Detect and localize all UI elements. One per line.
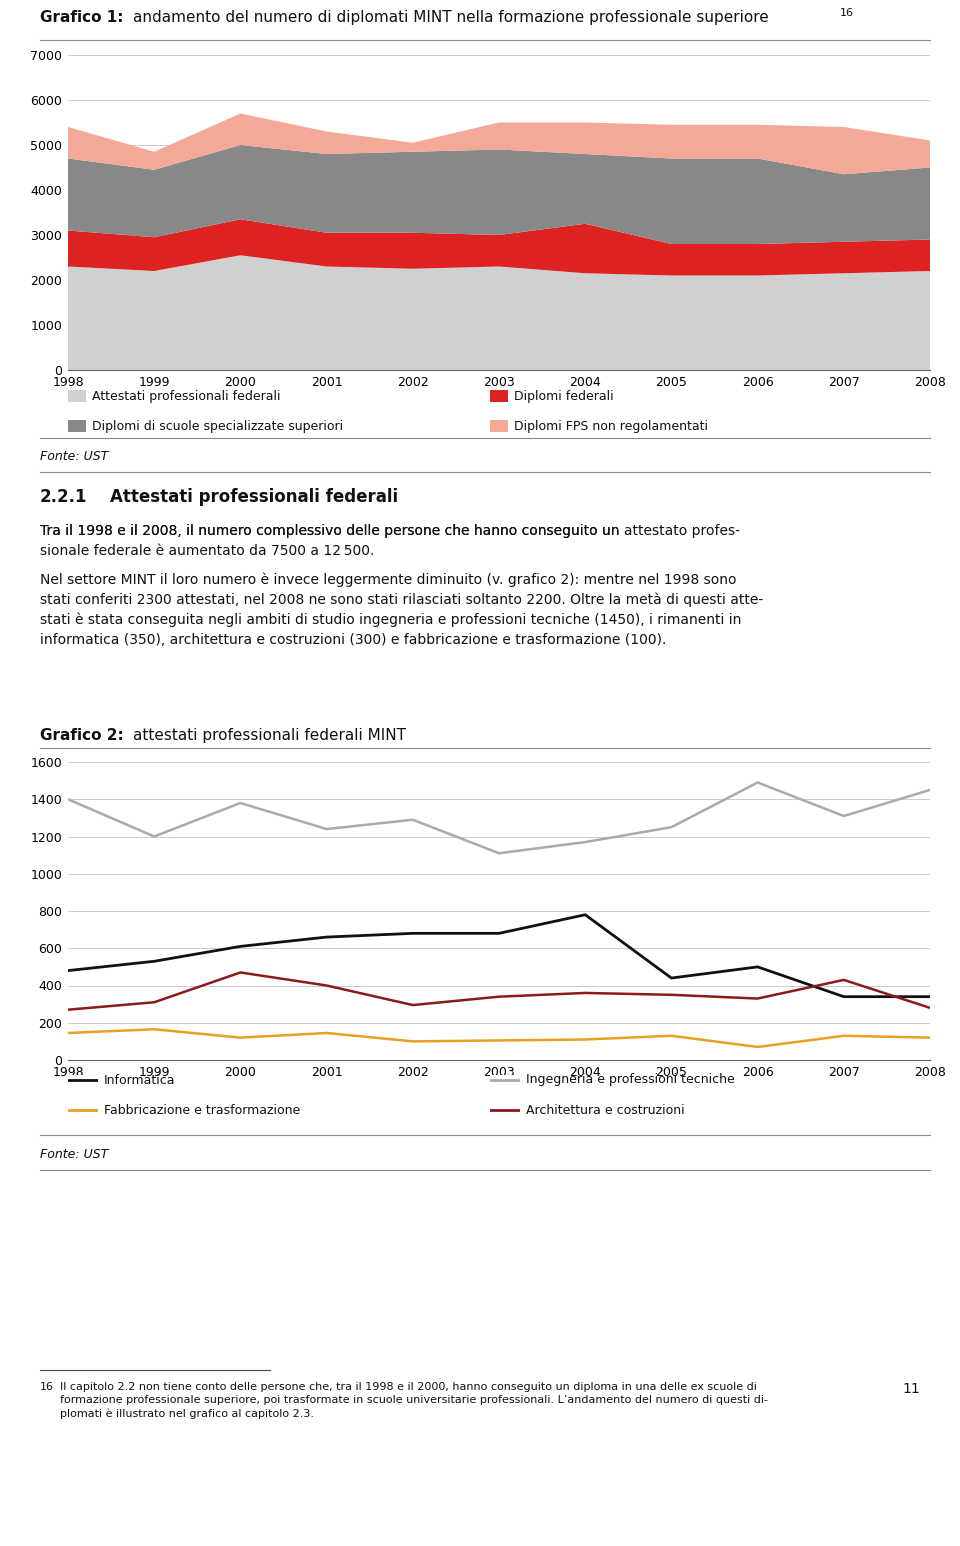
Text: Diplomi di scuole specializzate superiori: Diplomi di scuole specializzate superior… xyxy=(92,419,343,433)
Text: Ingegneria e professioni tecniche: Ingegneria e professioni tecniche xyxy=(526,1073,734,1087)
Text: Grafico 1:: Grafico 1: xyxy=(40,9,124,25)
Text: 2.2.1: 2.2.1 xyxy=(40,489,87,506)
Text: 11: 11 xyxy=(902,1382,920,1396)
Text: attestati professionali federali MINT: attestati professionali federali MINT xyxy=(133,728,406,744)
Text: Fabbricazione e trasformazione: Fabbricazione e trasformazione xyxy=(104,1104,300,1116)
Text: Diplomi FPS non regolamentati: Diplomi FPS non regolamentati xyxy=(514,419,708,433)
Text: 16: 16 xyxy=(840,8,854,19)
Text: Architettura e costruzioni: Architettura e costruzioni xyxy=(526,1104,684,1116)
Text: 16: 16 xyxy=(40,1382,54,1391)
Text: Tra il 1998 e il 2008, il numero complessivo delle persone che hanno conseguito : Tra il 1998 e il 2008, il numero comples… xyxy=(40,524,624,538)
Text: Fonte: UST: Fonte: UST xyxy=(40,1149,108,1161)
Text: Fonte: UST: Fonte: UST xyxy=(40,450,108,462)
Text: andamento del numero di diplomati MINT nella formazione professionale superiore: andamento del numero di diplomati MINT n… xyxy=(133,9,769,25)
Text: Informatica: Informatica xyxy=(104,1073,176,1087)
Text: Attestati professionali federali: Attestati professionali federali xyxy=(92,390,280,402)
Text: Diplomi federali: Diplomi federali xyxy=(514,390,613,402)
Text: Nel settore MINT il loro numero è invece leggermente diminuito (v. grafico 2): m: Nel settore MINT il loro numero è invece… xyxy=(40,572,763,646)
Text: Il capitolo 2.2 non tiene conto delle persone che, tra il 1998 e il 2000, hanno : Il capitolo 2.2 non tiene conto delle pe… xyxy=(60,1382,768,1419)
Text: Attestati professionali federali: Attestati professionali federali xyxy=(110,489,398,506)
Text: Grafico 2:: Grafico 2: xyxy=(40,728,124,744)
Text: Tra il 1998 e il 2008, il numero complessivo delle persone che hanno conseguito : Tra il 1998 e il 2008, il numero comples… xyxy=(40,524,740,558)
